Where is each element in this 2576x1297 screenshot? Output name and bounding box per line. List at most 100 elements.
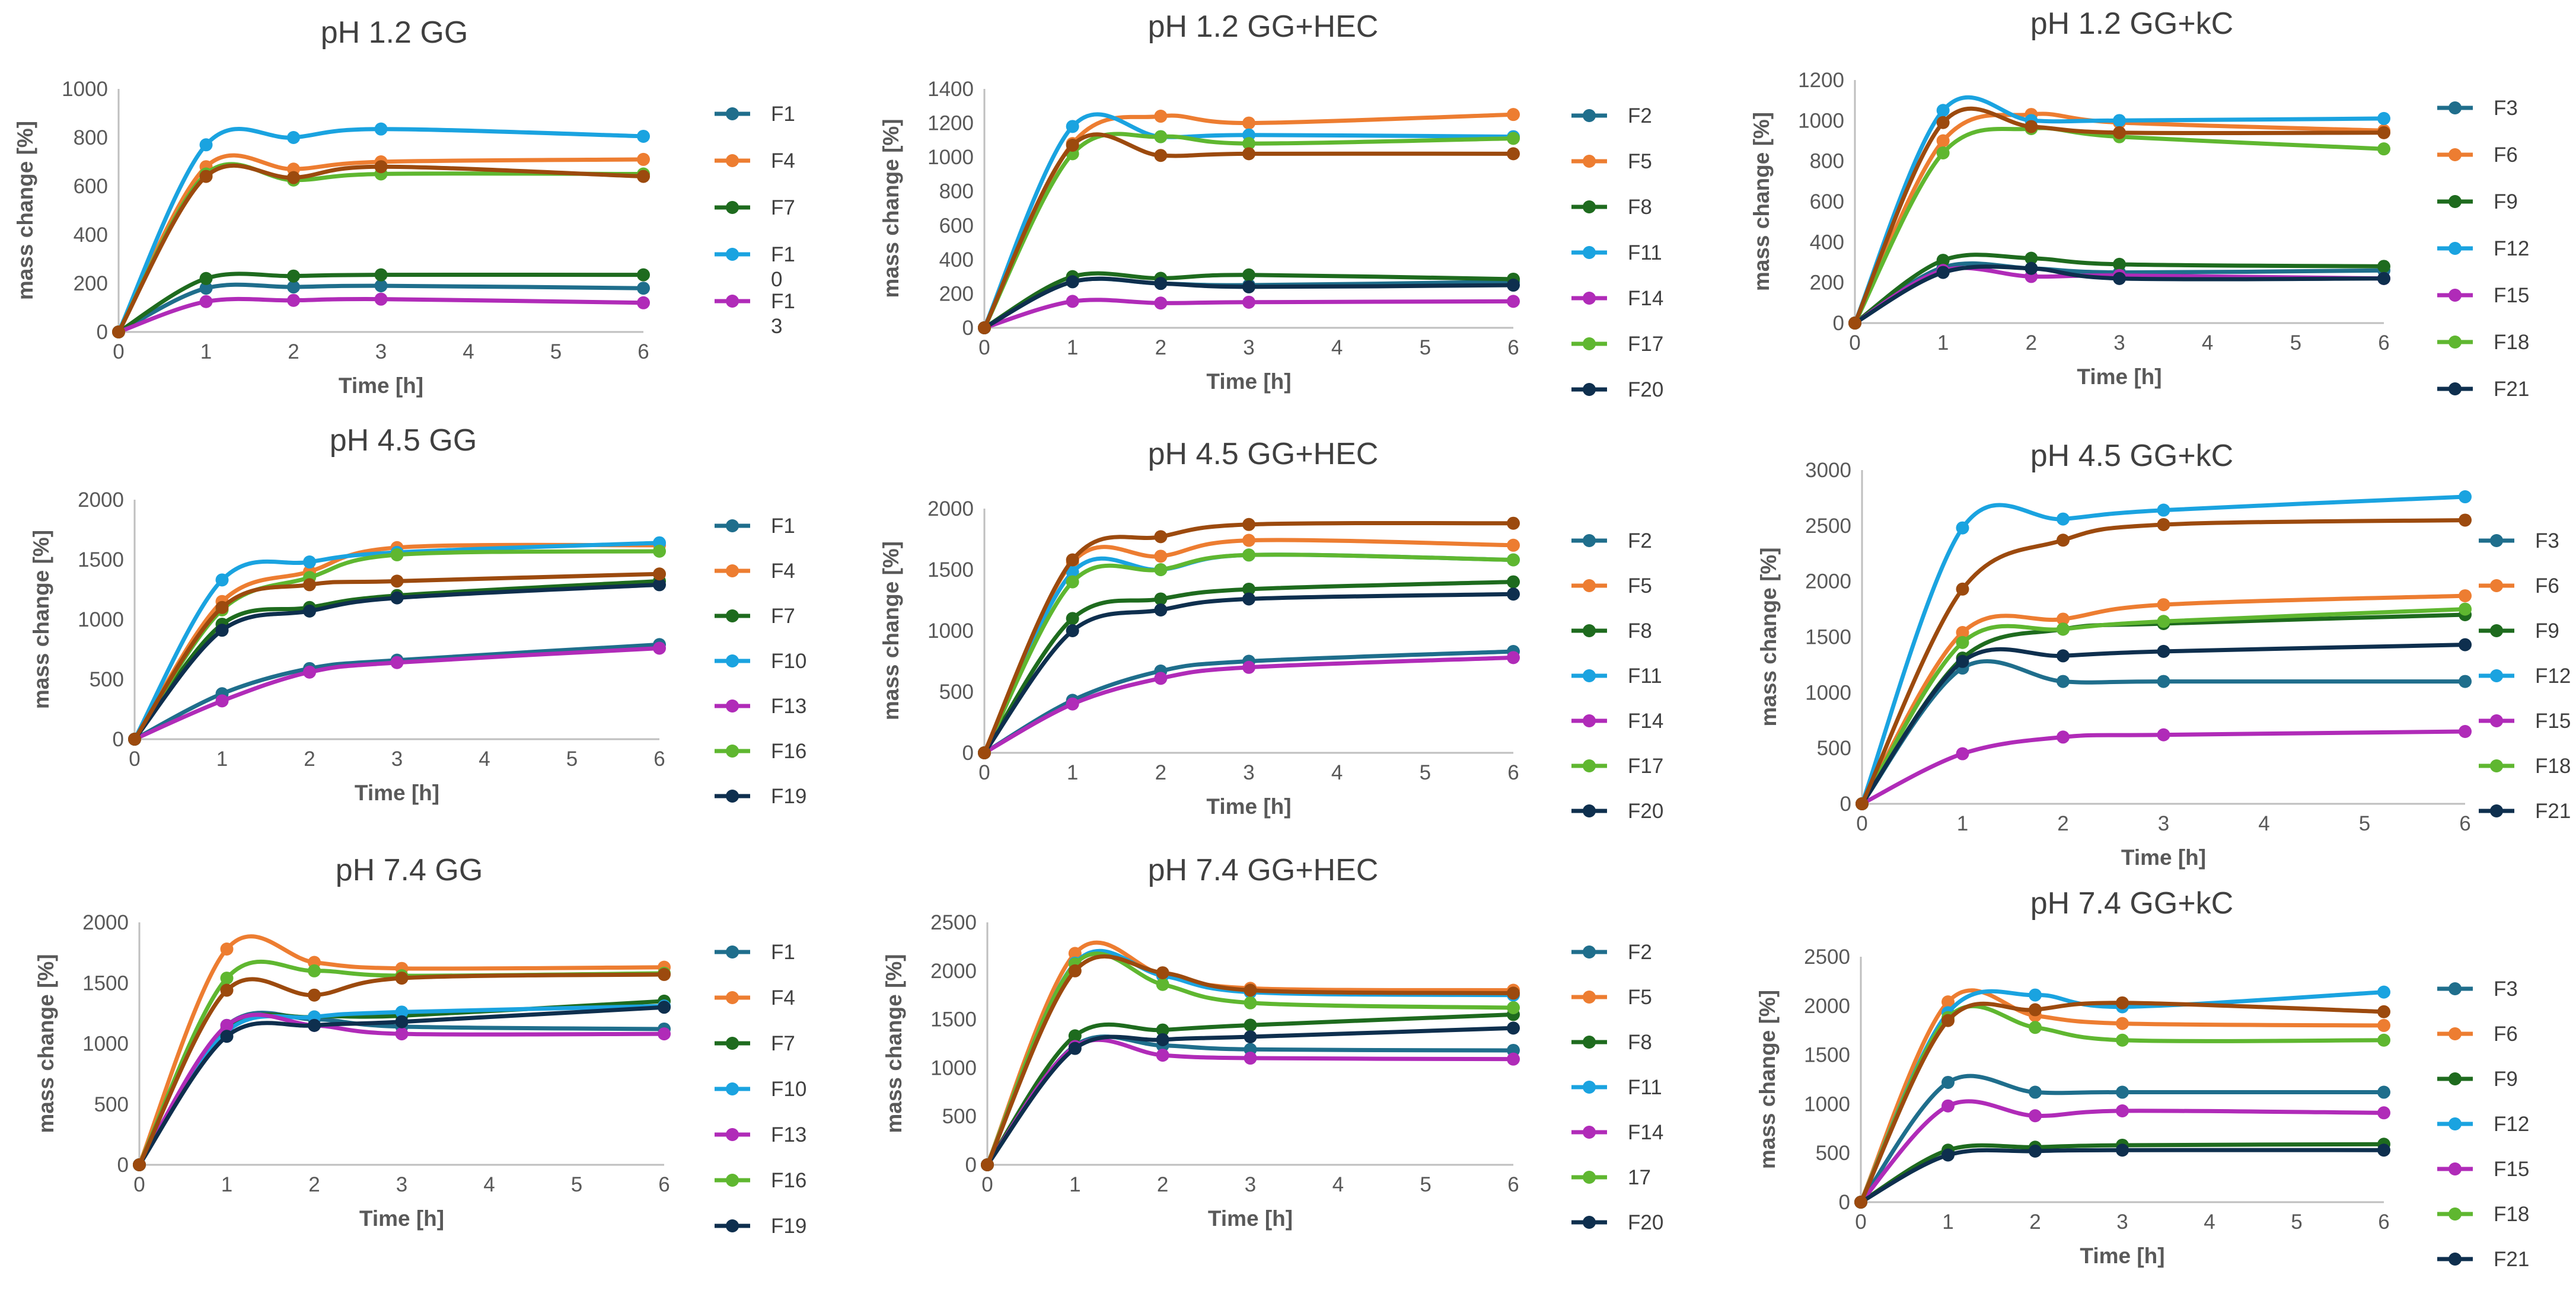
legend-label: F17 — [1628, 333, 1663, 356]
y-tick-label: 0 — [113, 728, 124, 751]
data-point-F18 — [2157, 615, 2170, 628]
x-tick-label: 0 — [113, 340, 124, 363]
y-tick-label: 200 — [939, 282, 974, 305]
legend-label: F5 — [1628, 986, 1652, 1009]
x-tick-label: 6 — [1507, 336, 1519, 359]
legend-label: F21 — [2494, 378, 2529, 401]
y-tick-label: 500 — [942, 1105, 977, 1128]
data-point-extra — [390, 574, 404, 588]
y-tick-label: 2500 — [930, 911, 977, 934]
chart-title: pH 7.4 GG+HEC — [1148, 853, 1379, 887]
legend-marker — [726, 201, 739, 214]
chart-panel: pH 4.5 GG+kC 0 500 1000 1500 2000 2500 3000 0 1 2 3… — [1756, 439, 2571, 870]
data-point-F1 — [287, 280, 300, 294]
series-line-F15 — [1858, 1099, 2386, 1205]
data-point-F15 — [2057, 730, 2070, 744]
legend-marker — [1583, 337, 1596, 350]
series-line-F20 — [985, 1026, 1516, 1167]
x-tick-label: 2 — [308, 1173, 320, 1196]
data-point-F8 — [1156, 1023, 1169, 1037]
data-point-F7 — [287, 269, 300, 283]
series-line-F14 — [982, 655, 1516, 755]
y-tick-label: 1500 — [930, 1008, 977, 1031]
data-point-F20 — [1066, 275, 1079, 289]
y-tick-label: 0 — [1840, 793, 1851, 816]
data-point-F14 — [1507, 1052, 1520, 1066]
data-point-F5 — [1507, 538, 1520, 552]
chart-panel: pH 1.2 GG 0 200 400 600 800 1000 0 1 2 3 4 5 6 Time [h… — [13, 15, 795, 398]
y-axis-label: mass change [%] — [879, 119, 903, 298]
data-point-F3 — [2459, 675, 2472, 688]
legend-label: F15 — [2494, 284, 2529, 307]
data-point-F17 — [1154, 563, 1168, 576]
data-point-F8 — [1068, 1029, 1082, 1043]
legend-marker — [726, 991, 739, 1004]
data-point-F21 — [2377, 271, 2390, 285]
data-point-F13 — [658, 1027, 671, 1041]
legend-marker — [726, 945, 739, 959]
legend-marker — [1583, 945, 1596, 959]
data-point-F13 — [215, 694, 229, 708]
y-tick-label: 2000 — [78, 488, 124, 512]
x-tick-label: 4 — [463, 340, 474, 363]
data-point-F16 — [390, 548, 404, 561]
data-point-F5 — [1154, 550, 1168, 563]
x-axis-label: Time [h] — [359, 1206, 444, 1231]
legend-label: F16 — [771, 740, 806, 763]
legend-marker — [2449, 1117, 2462, 1130]
series-line-extra — [1860, 518, 2467, 806]
legend-label: F14 — [1628, 287, 1663, 310]
legend-label: F19 — [771, 785, 806, 808]
x-tick-label: 1 — [200, 340, 212, 363]
data-point-F18 — [2377, 142, 2390, 156]
y-tick-label: 3000 — [1805, 459, 1851, 482]
y-tick-label: 1000 — [1804, 1092, 1850, 1116]
series-line-F15 — [1860, 729, 2467, 806]
legend-label: F1 — [771, 941, 795, 964]
data-point-F20 — [1244, 1030, 1257, 1044]
data-point-F14 — [1156, 1049, 1169, 1062]
x-axis-label: Time [h] — [1208, 1206, 1293, 1231]
data-point-F17 — [1066, 575, 1079, 589]
data-point-F8 — [1244, 1018, 1257, 1032]
x-tick-label: 1 — [1942, 1210, 1953, 1234]
data-point-F9 — [2377, 260, 2390, 273]
data-point-F21 — [1936, 266, 1950, 279]
chart-title: pH 1.2 GG+HEC — [1148, 9, 1379, 44]
legend-label: F18 — [2494, 1203, 2529, 1226]
series-line-F13 — [116, 296, 646, 334]
legend-marker — [2449, 1207, 2462, 1221]
x-tick-label: 5 — [2359, 812, 2370, 835]
chart-title: pH 4.5 GG+HEC — [1148, 437, 1379, 471]
data-point-extra — [653, 567, 666, 581]
data-point-extra — [1507, 986, 1520, 1000]
chart-panel: pH 7.4 GG+kC 0 500 1000 1500 2000 2500 0 1 2 3 4 5 6 T… — [1755, 886, 2529, 1271]
series-line-F21 — [1858, 1148, 2386, 1205]
x-axis-label: Time [h] — [339, 373, 423, 398]
legend-label: F3 — [2494, 97, 2518, 120]
data-point-F3 — [2377, 1085, 2390, 1099]
y-tick-label: 1200 — [927, 112, 974, 135]
x-tick-label: 5 — [2291, 1210, 2302, 1234]
y-axis-label: mass change [%] — [879, 541, 903, 720]
legend-label: F5 — [1628, 574, 1652, 598]
data-point-F5 — [1242, 116, 1255, 130]
series-line-extra — [132, 571, 662, 742]
x-tick-label: 4 — [479, 747, 490, 771]
data-point-F9 — [2025, 251, 2038, 265]
legend-label: F13 — [771, 695, 806, 718]
data-point-extra — [220, 983, 234, 997]
data-point-extra — [2459, 513, 2472, 527]
x-tick-label: 6 — [658, 1173, 669, 1196]
data-point-F15 — [2377, 1106, 2390, 1120]
data-point-F13 — [199, 295, 213, 308]
data-point-F1 — [374, 279, 388, 293]
series-line-F7 — [116, 271, 646, 334]
x-axis-label: Time [h] — [355, 781, 439, 805]
x-tick-label: 4 — [1332, 1173, 1344, 1196]
x-tick-label: 6 — [2378, 331, 2389, 354]
series-line-F21 — [1853, 264, 2386, 325]
data-point-F15 — [2459, 725, 2472, 739]
x-tick-label: 2 — [1157, 1173, 1168, 1196]
legend-marker — [2449, 336, 2462, 349]
